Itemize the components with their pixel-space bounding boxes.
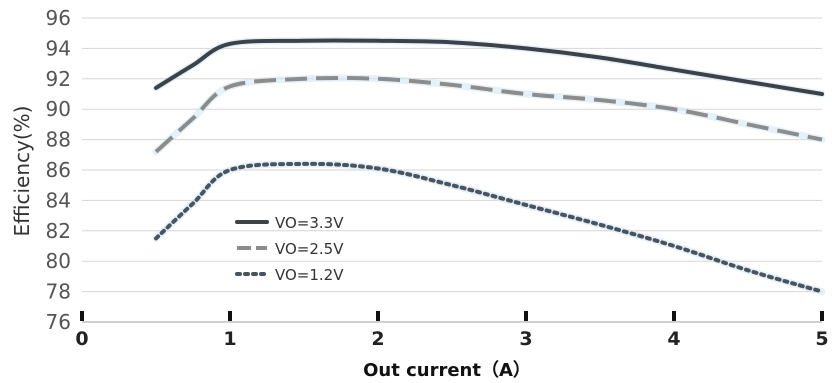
x-tick-mark <box>376 311 380 321</box>
x-tick-mark <box>228 311 232 321</box>
y-tick-label: 84 <box>46 188 71 212</box>
y-tick-label: 80 <box>46 249 71 273</box>
x-tick-label: 2 <box>371 328 384 350</box>
y-tick-label: 90 <box>46 97 71 121</box>
x-tick-mark <box>820 311 824 321</box>
x-tick-mark <box>80 311 84 321</box>
grid-lines <box>82 17 822 293</box>
x-tick-label: 3 <box>519 328 532 350</box>
y-tick-label: 88 <box>46 128 71 152</box>
y-tick-labels: 76 78 80 82 84 86 88 90 92 94 96 <box>46 6 71 334</box>
legend-label-0: VO=3.3V <box>275 214 344 232</box>
x-tick-label: 0 <box>75 328 88 350</box>
x-tick-label: 4 <box>667 328 680 350</box>
series-lines <box>152 37 826 296</box>
series-line-2 <box>154 161 824 294</box>
legend-label-2: VO=1.2V <box>275 266 344 284</box>
x-axis: 0 1 2 3 4 5 <box>75 311 829 350</box>
y-tick-label: 78 <box>46 280 71 304</box>
y-tick-label: 96 <box>46 6 71 30</box>
legend-label-1: VO=2.5V <box>275 240 344 258</box>
series-line-1 <box>154 75 823 154</box>
x-tick-label: 1 <box>223 328 236 350</box>
x-tick-label: 5 <box>815 328 828 350</box>
series-line-0 <box>154 38 824 96</box>
y-tick-label: 76 <box>46 310 71 334</box>
y-tick-label: 86 <box>46 158 71 182</box>
x-tick-mark <box>524 311 528 321</box>
x-tick-mark <box>672 311 676 321</box>
x-axis-title: Out current（A） <box>363 360 531 381</box>
legend: VO=3.3V VO=2.5V VO=1.2V <box>235 214 344 284</box>
y-axis-title: Efficiency(%) <box>10 106 34 237</box>
y-tick-label: 92 <box>46 67 71 91</box>
y-tick-label: 82 <box>46 219 71 243</box>
y-tick-label: 94 <box>46 36 71 60</box>
